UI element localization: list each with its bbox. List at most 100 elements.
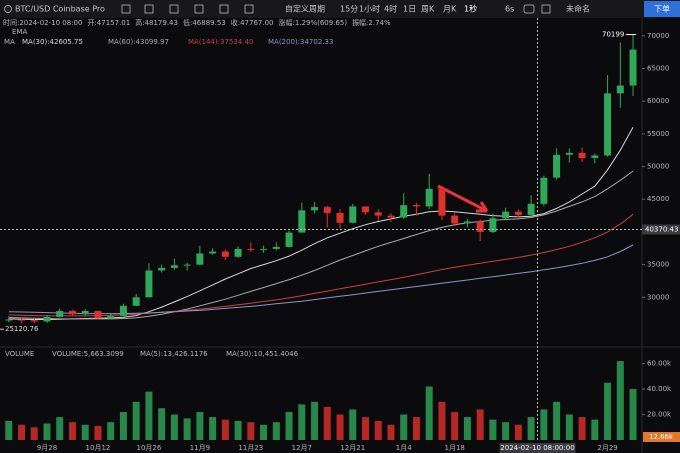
x-tick-label: 11月23 [238, 444, 263, 452]
period[interactable]: 4时 [384, 4, 397, 14]
period[interactable]: 1日 [403, 5, 416, 14]
volume-bar [221, 419, 229, 440]
candle-body [527, 203, 535, 215]
candle-body [94, 311, 102, 319]
screenshot-icon[interactable] [523, 4, 535, 14]
layout-name[interactable]: 未命名 [566, 4, 590, 14]
y-tick-label: 50000 [647, 163, 669, 171]
info-item: 低:46889.53 [183, 18, 226, 27]
y-tick-label: 60000 [647, 97, 669, 105]
x-tick-label: 1月4 [396, 444, 412, 452]
volume-bar [170, 414, 178, 440]
volume-bar [514, 424, 522, 440]
symbol[interactable]: BTC/USD Coinbase Pro [15, 5, 105, 14]
volume-bar [247, 422, 255, 440]
alert-icon[interactable] [194, 4, 204, 14]
ohlc-info: 时间:2024-02-10 08:00 开:47157.01 高:48179.43 低… [3, 18, 391, 27]
period[interactable]: 周K [421, 5, 435, 14]
volume-bar [323, 406, 331, 440]
compare-icon[interactable] [169, 4, 179, 14]
volume-bar [336, 414, 344, 440]
candle-body [514, 211, 522, 215]
cloud-icon[interactable] [541, 4, 551, 14]
ma-line [8, 213, 634, 317]
candle-body [5, 319, 13, 321]
candle-body [170, 265, 178, 268]
add-icon[interactable] [121, 4, 131, 14]
period-menu[interactable]: 自定义周期 [285, 4, 325, 14]
volume-bar [578, 417, 586, 440]
volume-bar [489, 419, 497, 440]
x-tick-label: 11月9 [190, 444, 210, 452]
period[interactable]: 1小时 [359, 4, 380, 14]
volume-legend: MA(30):10,451.4046 [226, 350, 299, 358]
x-tick-label: 10月26 [137, 444, 162, 452]
volume-bar [425, 386, 433, 440]
candle-body [374, 212, 382, 216]
candle-body [56, 311, 64, 317]
ma-legend: MA(144):37534.40 [188, 38, 253, 46]
volume-bar [209, 417, 217, 440]
order-button-label[interactable]: 下单 [654, 4, 670, 14]
candle-body [260, 248, 268, 250]
low-marker: 25120.76 [5, 325, 39, 333]
candle-body [247, 248, 255, 250]
volume-bar [311, 401, 319, 440]
x-tick-label: 12月21 [340, 444, 365, 452]
crosshair-price: 40370.43 [645, 226, 678, 234]
candle-body [553, 154, 561, 178]
period[interactable]: 15分 [340, 5, 358, 14]
candle-body [272, 246, 280, 249]
volume-bar [132, 401, 140, 440]
volume-bar [553, 401, 561, 440]
crosshair-time: 2024-02-10 08:00:00 [500, 444, 574, 452]
volume-bar [374, 420, 382, 440]
volume-bar [285, 412, 293, 440]
refresh[interactable]: 6s [505, 5, 514, 14]
volume-bar [158, 408, 166, 440]
candle-body [298, 210, 306, 233]
volume-bar [30, 427, 38, 440]
x-tick-label: 2月29 [597, 444, 617, 452]
indicator-icon[interactable] [144, 4, 154, 14]
volume-bar [629, 389, 637, 440]
ma-line [8, 170, 634, 320]
volume-title: VOLUME [5, 350, 34, 358]
info-item: 时间:2024-02-10 08:00 [3, 18, 82, 27]
ma-legend: MA(30):42605.75 [22, 38, 83, 46]
candle-body [68, 311, 76, 315]
volume-bar [527, 417, 535, 440]
volume-bar [387, 424, 395, 440]
last-price: 70199 [602, 31, 624, 39]
candle-body [30, 320, 38, 322]
replay-icon[interactable] [219, 4, 229, 14]
period[interactable]: 1秒 [464, 4, 477, 14]
candle-body [81, 311, 89, 315]
candle-body [400, 205, 408, 218]
volume-bar [5, 420, 13, 440]
volume-bar [234, 420, 242, 440]
candle-body [362, 206, 369, 213]
y-tick-label: 35000 [647, 261, 669, 269]
candle-body [489, 218, 497, 232]
volume-bar [463, 417, 471, 440]
chart-type-icon[interactable] [244, 4, 254, 14]
period[interactable]: 月K [443, 5, 457, 14]
volume-bar [400, 414, 408, 440]
y-tick-label: 65000 [647, 65, 669, 73]
ma-label: MA [4, 38, 15, 46]
candle-body [145, 270, 153, 298]
x-tick-label: 1月18 [444, 444, 464, 452]
candle-body [43, 316, 51, 322]
volume-badge-box [643, 432, 680, 442]
candle-body [412, 205, 420, 207]
volume-bar [56, 417, 64, 440]
info-item: 涨幅:1.29%(609.65) [279, 18, 348, 27]
volume-bar [81, 424, 89, 440]
volume-bar [107, 422, 115, 440]
candle-body [540, 177, 548, 204]
ema-label: EMA [12, 28, 27, 36]
candle-body [107, 315, 115, 319]
order-button[interactable] [644, 1, 680, 17]
